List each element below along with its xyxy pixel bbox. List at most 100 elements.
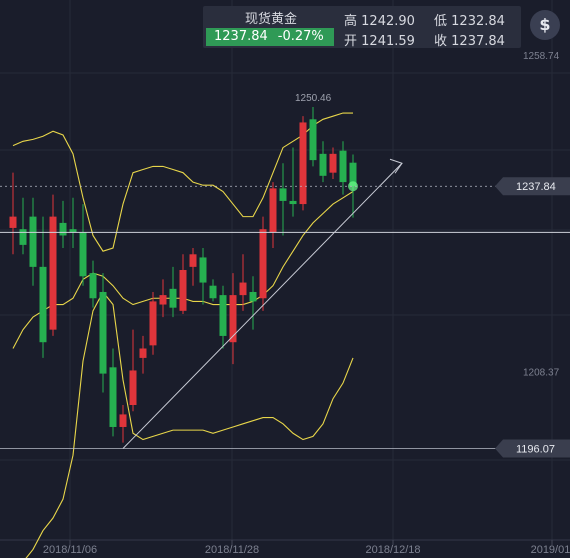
- candle: [239, 254, 247, 311]
- candle-body: [229, 295, 237, 343]
- candle: [259, 216, 267, 311]
- last-price: 1237.84: [214, 29, 268, 44]
- open-value: 1241.59: [361, 34, 415, 49]
- open-row: 开 1241.59: [344, 30, 415, 49]
- candle-body: [289, 200, 297, 205]
- level-tag: [495, 177, 570, 196]
- candle-body: [9, 216, 17, 228]
- open-label: 开: [344, 34, 358, 49]
- candle-body: [199, 257, 207, 283]
- x-tick-label: 2018/12/18: [365, 544, 420, 556]
- candle-body: [159, 295, 167, 305]
- close-label: 收: [434, 34, 448, 49]
- candle: [279, 163, 287, 236]
- candle: [229, 273, 237, 365]
- candle-body: [79, 232, 87, 277]
- candle-body: [209, 285, 217, 299]
- candle: [19, 197, 27, 255]
- candle-body: [299, 122, 307, 205]
- candle: [119, 405, 127, 443]
- candle: [149, 291, 157, 355]
- candle-body: [149, 301, 157, 346]
- candle: [289, 147, 297, 217]
- candle-body: [269, 188, 277, 233]
- candle: [69, 197, 77, 249]
- x-tick-label: 2018/11/28: [205, 544, 259, 556]
- candle-body: [169, 288, 177, 308]
- candle: [299, 116, 307, 211]
- bollinger-lower: [25, 290, 354, 558]
- candle-body: [189, 254, 197, 267]
- candle-body: [129, 370, 137, 405]
- candle: [129, 329, 137, 412]
- level-tag: [495, 439, 570, 458]
- candle: [269, 182, 277, 249]
- candle: [9, 172, 17, 255]
- x-tick-label: 2018/11/06: [43, 544, 97, 556]
- candle: [159, 279, 167, 318]
- candle: [169, 266, 177, 318]
- candle-body: [309, 119, 317, 161]
- trend-arrow-line: [122, 162, 403, 449]
- high-row: 高 1242.90: [344, 10, 415, 29]
- candle: [79, 204, 87, 286]
- candle-body: [19, 229, 27, 245]
- candle-body: [219, 295, 227, 336]
- candle: [189, 248, 197, 286]
- candle-body: [349, 162, 357, 187]
- level-label: 1237.84: [516, 181, 556, 193]
- candle: [319, 141, 327, 183]
- grid: [0, 0, 570, 541]
- level-label: 1196.07: [516, 444, 555, 456]
- candle-body: [239, 282, 247, 296]
- candle-body: [99, 291, 107, 374]
- bollinger-upper: [12, 112, 353, 252]
- x-axis: 2018/11/06 2018/11/28 2018/12/18 2019/01/: [43, 540, 570, 556]
- candle: [29, 197, 37, 286]
- high-label: 高: [344, 14, 358, 29]
- max-annotation: 1250.46: [295, 93, 332, 104]
- candle-body: [179, 270, 187, 311]
- y-tick-label: 1208.37: [523, 367, 560, 378]
- candle: [109, 348, 117, 437]
- candle: [339, 141, 347, 195]
- y-axis: 1258.74 1208.37: [523, 51, 560, 378]
- candle-body: [249, 291, 257, 302]
- candle-body: [49, 216, 57, 330]
- candle-body: [279, 188, 287, 201]
- candle-body: [109, 367, 117, 427]
- change-percent: -0.27%: [277, 29, 324, 44]
- close-value: 1237.84: [451, 34, 505, 49]
- candle-body: [89, 273, 97, 299]
- high-value: 1242.90: [361, 14, 415, 29]
- candle: [199, 248, 207, 305]
- dollar-icon[interactable]: $: [530, 10, 560, 40]
- quote-panel: 现货黄金 1237.84 -0.27% 高 1242.90 低 1232.84 …: [203, 6, 521, 49]
- candle-body: [329, 153, 337, 173]
- candle: [99, 273, 107, 393]
- candle: [249, 276, 257, 330]
- close-row: 收 1237.84: [434, 30, 505, 49]
- candle-body: [29, 216, 37, 267]
- candle: [329, 147, 337, 179]
- instrument-name: 现货黄金: [244, 12, 297, 27]
- candle-body: [59, 222, 67, 236]
- overlays: 1237.84 1196.07 1250.46: [0, 93, 570, 458]
- candles: [9, 106, 358, 443]
- candle: [309, 106, 317, 167]
- trend-arrow-head: [389, 158, 403, 174]
- candle: [49, 194, 57, 336]
- candle-body: [119, 414, 127, 427]
- candle: [209, 279, 217, 302]
- candle-body: [259, 229, 267, 299]
- last-price-glow: [348, 181, 358, 192]
- candle-body: [139, 348, 147, 358]
- candle: [39, 216, 47, 358]
- candle: [59, 200, 67, 249]
- candle-body: [339, 150, 347, 183]
- candle-body: [319, 153, 327, 176]
- candle: [139, 335, 147, 374]
- candle: [179, 254, 187, 314]
- low-label: 低: [434, 14, 448, 29]
